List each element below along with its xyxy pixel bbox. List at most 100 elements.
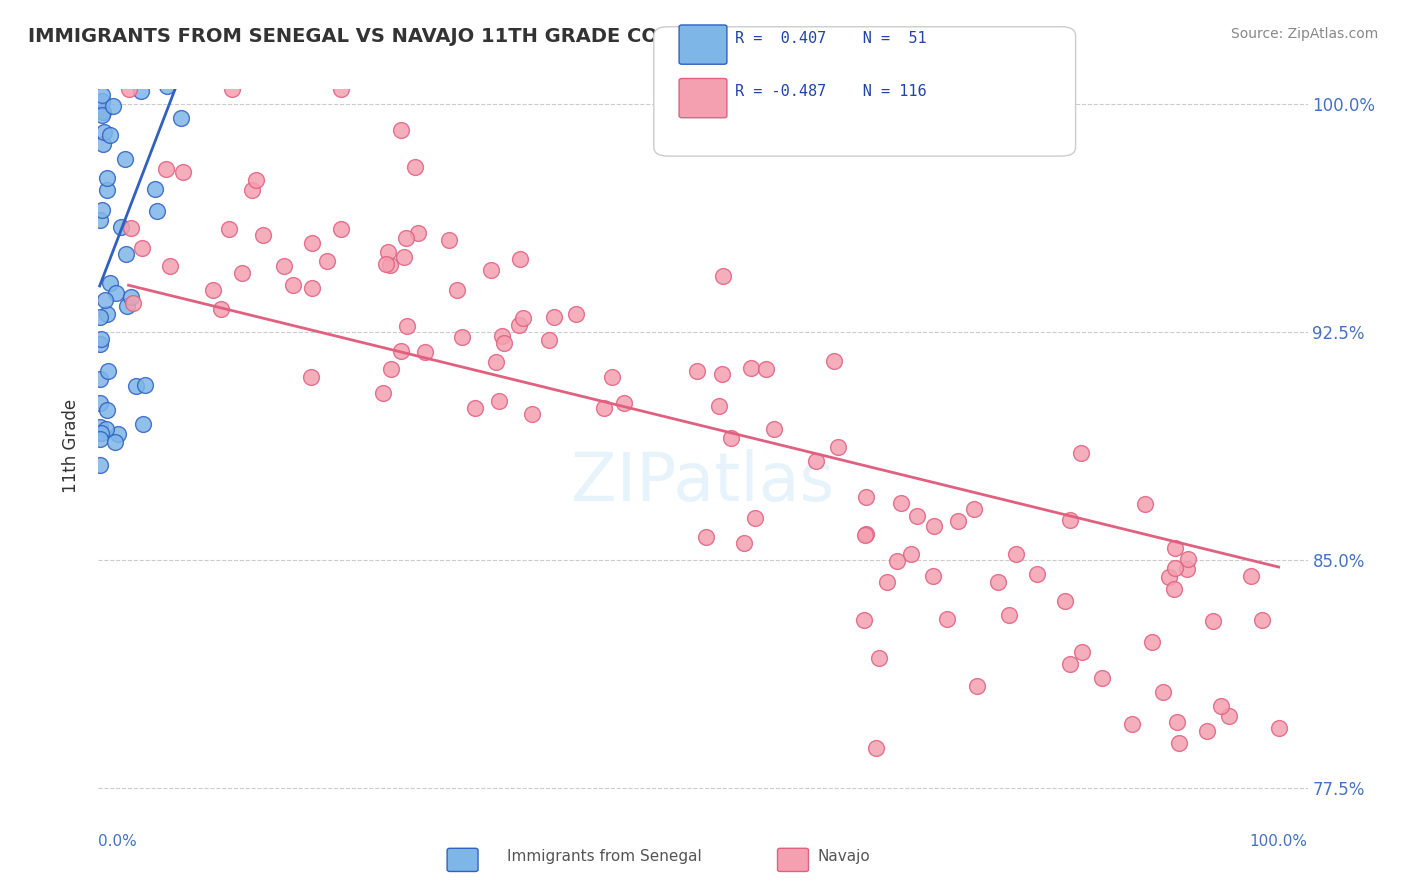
Point <box>1054 594 1077 608</box>
Point <box>330 82 353 96</box>
Point <box>1166 714 1188 729</box>
Point <box>117 82 139 96</box>
Point <box>114 152 136 166</box>
Point <box>522 407 544 421</box>
Point <box>374 257 396 271</box>
Point <box>538 333 561 347</box>
Point <box>710 367 733 381</box>
Point <box>89 420 111 434</box>
Point <box>389 123 412 137</box>
Point <box>686 363 709 377</box>
Text: R = -0.487    N = 116: R = -0.487 N = 116 <box>735 85 927 99</box>
Point <box>132 417 155 432</box>
Point <box>201 283 224 297</box>
Point <box>868 650 890 665</box>
Point <box>104 435 127 450</box>
Point <box>273 259 295 273</box>
Point <box>107 426 129 441</box>
Point <box>89 310 111 324</box>
Point <box>89 68 111 82</box>
Point <box>117 67 139 81</box>
Point <box>90 107 112 121</box>
Point <box>600 370 623 384</box>
Point <box>890 496 912 510</box>
Point <box>90 94 112 108</box>
Point <box>439 233 461 247</box>
Point <box>96 171 118 186</box>
Point <box>389 344 412 359</box>
Point <box>853 613 876 627</box>
Point <box>1202 614 1225 628</box>
Point <box>827 441 849 455</box>
Point <box>89 432 111 446</box>
Point <box>1005 547 1028 561</box>
Point <box>1218 708 1240 723</box>
Point <box>491 328 513 343</box>
Point <box>1175 562 1198 576</box>
Point <box>97 364 120 378</box>
Point <box>720 431 742 445</box>
Point <box>479 263 502 277</box>
Point <box>145 203 167 218</box>
Point <box>1211 698 1233 713</box>
Point <box>103 99 125 113</box>
Point <box>1164 541 1187 555</box>
Point <box>543 310 565 324</box>
Point <box>115 299 138 313</box>
Text: Immigrants from Senegal: Immigrants from Senegal <box>508 849 702 863</box>
Point <box>900 547 922 561</box>
Point <box>316 253 339 268</box>
Point <box>252 228 274 243</box>
Point <box>98 276 121 290</box>
Point <box>1071 645 1094 659</box>
Point <box>451 330 474 344</box>
Point <box>740 361 762 376</box>
Point <box>110 219 132 234</box>
Point <box>97 67 120 81</box>
Point <box>886 554 908 568</box>
Point <box>1140 635 1163 649</box>
Point <box>997 607 1019 622</box>
Point <box>593 401 616 416</box>
Point <box>922 569 945 583</box>
Point <box>1133 496 1156 510</box>
Text: R =  0.407    N =  51: R = 0.407 N = 51 <box>735 31 927 45</box>
Point <box>231 266 253 280</box>
Point <box>966 679 988 693</box>
Text: IMMIGRANTS FROM SENEGAL VS NAVAJO 11TH GRADE CORRELATION CHART: IMMIGRANTS FROM SENEGAL VS NAVAJO 11TH G… <box>28 27 860 45</box>
Point <box>1070 446 1092 460</box>
Point <box>120 220 142 235</box>
Point <box>100 67 122 81</box>
Point <box>301 281 323 295</box>
Point <box>165 67 187 81</box>
Point <box>89 458 111 473</box>
Point <box>733 536 755 550</box>
Text: 0.0%: 0.0% <box>98 834 138 848</box>
Point <box>464 401 486 415</box>
Point <box>1152 685 1174 699</box>
Text: Navajo: Navajo <box>817 849 870 863</box>
Point <box>155 162 177 177</box>
Point <box>114 247 136 261</box>
Point <box>156 78 179 93</box>
Point <box>1167 736 1189 750</box>
Point <box>488 393 510 408</box>
Point <box>209 301 232 316</box>
Point <box>129 84 152 98</box>
Point <box>143 182 166 196</box>
Point <box>371 385 394 400</box>
Point <box>865 741 887 756</box>
Point <box>853 528 876 542</box>
Point <box>159 259 181 273</box>
Point <box>1197 723 1219 738</box>
Point <box>120 289 142 303</box>
Point <box>755 361 778 376</box>
Point <box>707 399 730 413</box>
Point <box>94 422 117 436</box>
Point <box>395 318 418 333</box>
Point <box>804 454 827 468</box>
Point <box>509 252 531 266</box>
Text: Source: ZipAtlas.com: Source: ZipAtlas.com <box>1230 27 1378 41</box>
Point <box>1026 566 1049 581</box>
Point <box>90 87 112 102</box>
